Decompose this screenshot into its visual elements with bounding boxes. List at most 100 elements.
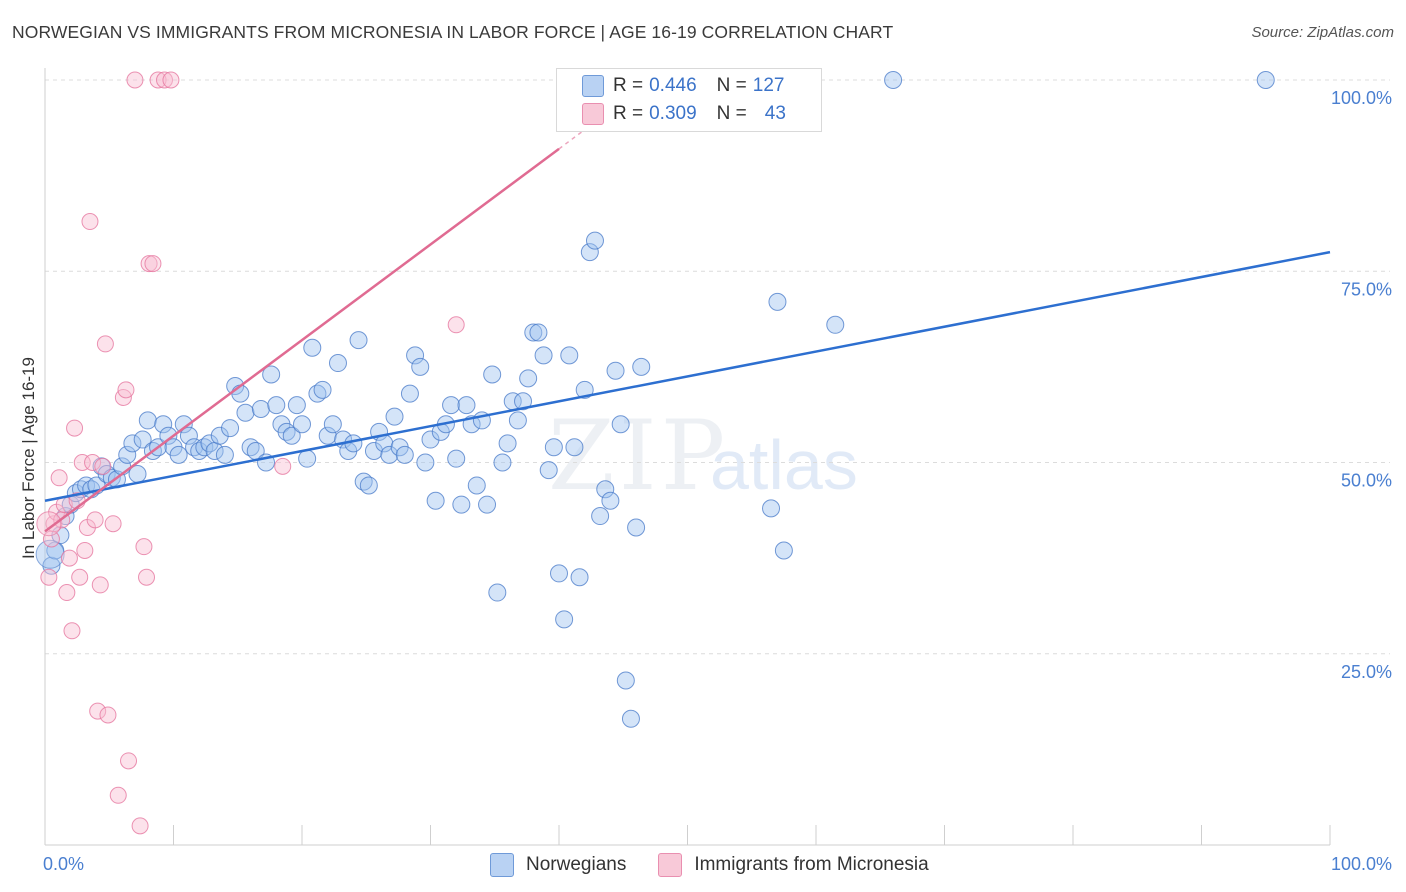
point-norwegians [303, 338, 322, 357]
point-norwegians [231, 384, 250, 403]
point-micronesia [131, 817, 149, 835]
point-norwegians [293, 415, 311, 434]
point-norwegians [884, 71, 903, 89]
y-tick-label: 100.0% [1331, 88, 1392, 108]
point-norwegians [555, 610, 574, 629]
point-norwegians [411, 357, 430, 376]
point-norwegians [483, 365, 502, 384]
point-micronesia [96, 335, 114, 353]
legend-row-norwegians: R = 0.446 N = 127 [582, 73, 785, 99]
point-norwegians [529, 323, 548, 342]
point-norwegians [174, 415, 193, 434]
y-tick-label: 25.0% [1341, 662, 1392, 682]
point-norwegians [570, 568, 589, 587]
point-norwegians [616, 671, 635, 690]
series-legend: Norwegians Immigrants from Micronesia [490, 852, 961, 878]
point-norwegians [560, 346, 579, 365]
point-norwegians [179, 426, 198, 445]
point-norwegians [585, 231, 604, 250]
point-norwegians [210, 426, 229, 445]
point-norwegians [169, 445, 188, 464]
point-norwegians [221, 419, 240, 438]
point-micronesia [71, 568, 89, 586]
point-norwegians [467, 476, 486, 495]
point-norwegians [826, 315, 845, 334]
point-norwegians [524, 323, 543, 342]
point-norwegians [287, 396, 306, 415]
point-norwegians [478, 495, 497, 514]
point-norwegians [262, 365, 281, 384]
point-norwegians [575, 380, 594, 399]
point-micronesia [120, 752, 138, 770]
legend-r-value: 0.446 [649, 75, 697, 96]
point-norwegians [768, 292, 787, 311]
point-micronesia [447, 316, 465, 334]
point-norwegians [359, 476, 378, 495]
point-norwegians [313, 380, 332, 399]
watermark-zip: ZIP [548, 400, 730, 512]
point-norwegians [1256, 71, 1275, 89]
x-tick-label: 0.0% [43, 854, 84, 874]
point-micronesia [117, 381, 135, 399]
watermark-atlas: atlas [710, 426, 858, 504]
point-norwegians [762, 499, 781, 518]
point-norwegians [298, 449, 317, 468]
point-norwegians [133, 430, 152, 449]
point-norwegians [323, 415, 342, 434]
point-micronesia [40, 568, 58, 586]
point-norwegians [606, 361, 625, 380]
legend-item-norwegians[interactable]: Norwegians [490, 853, 626, 877]
legend-n-value: 43 [764, 103, 786, 124]
point-norwegians [406, 346, 425, 365]
axis-labels: 25.0% 50.0% 75.0% 100.0% 0.0% 100.0% In Labor … [19, 88, 1392, 874]
point-micronesia [84, 454, 102, 471]
point-micronesia [63, 622, 81, 640]
legend-item-micronesia[interactable]: Immigrants from Micronesia [658, 853, 929, 877]
point-micronesia [144, 255, 162, 273]
point-norwegians [596, 480, 615, 499]
point-norwegians [364, 442, 383, 461]
point-norwegians [544, 438, 563, 457]
point-norwegians [236, 403, 255, 422]
point-norwegians [215, 445, 234, 464]
point-norwegians [601, 491, 620, 510]
point-norwegians [488, 583, 507, 602]
point-norwegians [452, 495, 471, 514]
legend-n-value: 127 [752, 75, 785, 96]
series-micronesia [36, 71, 465, 835]
point-norwegians [400, 384, 419, 403]
point-micronesia [99, 706, 117, 724]
y-axis-title: In Labor Force | Age 16-19 [19, 357, 38, 559]
point-norwegians [328, 354, 347, 373]
point-norwegians [534, 346, 553, 365]
point-norwegians [565, 438, 584, 457]
legend-swatch-blue [582, 75, 604, 97]
legend-n-label: N = [716, 75, 747, 96]
legend-swatch-blue [490, 853, 514, 877]
point-norwegians [493, 453, 512, 472]
point-micronesia [126, 71, 144, 89]
point-norwegians [123, 434, 142, 453]
point-micronesia [89, 702, 107, 720]
point-norwegians [421, 430, 440, 449]
legend-n-label: N = [716, 103, 747, 124]
point-norwegians [611, 415, 630, 434]
point-norwegians [550, 564, 568, 583]
point-norwegians [395, 445, 414, 464]
point-norwegians [349, 331, 368, 350]
point-micronesia [58, 584, 76, 602]
point-norwegians [318, 426, 337, 445]
point-micronesia [50, 469, 68, 487]
point-norwegians [591, 507, 610, 526]
point-norwegians [380, 445, 399, 464]
point-norwegians [118, 445, 137, 464]
point-micronesia [156, 71, 174, 89]
point-micronesia [73, 454, 91, 471]
point-norwegians [519, 369, 538, 388]
point-norwegians [442, 396, 461, 415]
point-norwegians [632, 357, 651, 376]
legend-r-label: R = [613, 75, 644, 96]
point-norwegians [251, 399, 270, 418]
point-norwegians [159, 426, 178, 445]
